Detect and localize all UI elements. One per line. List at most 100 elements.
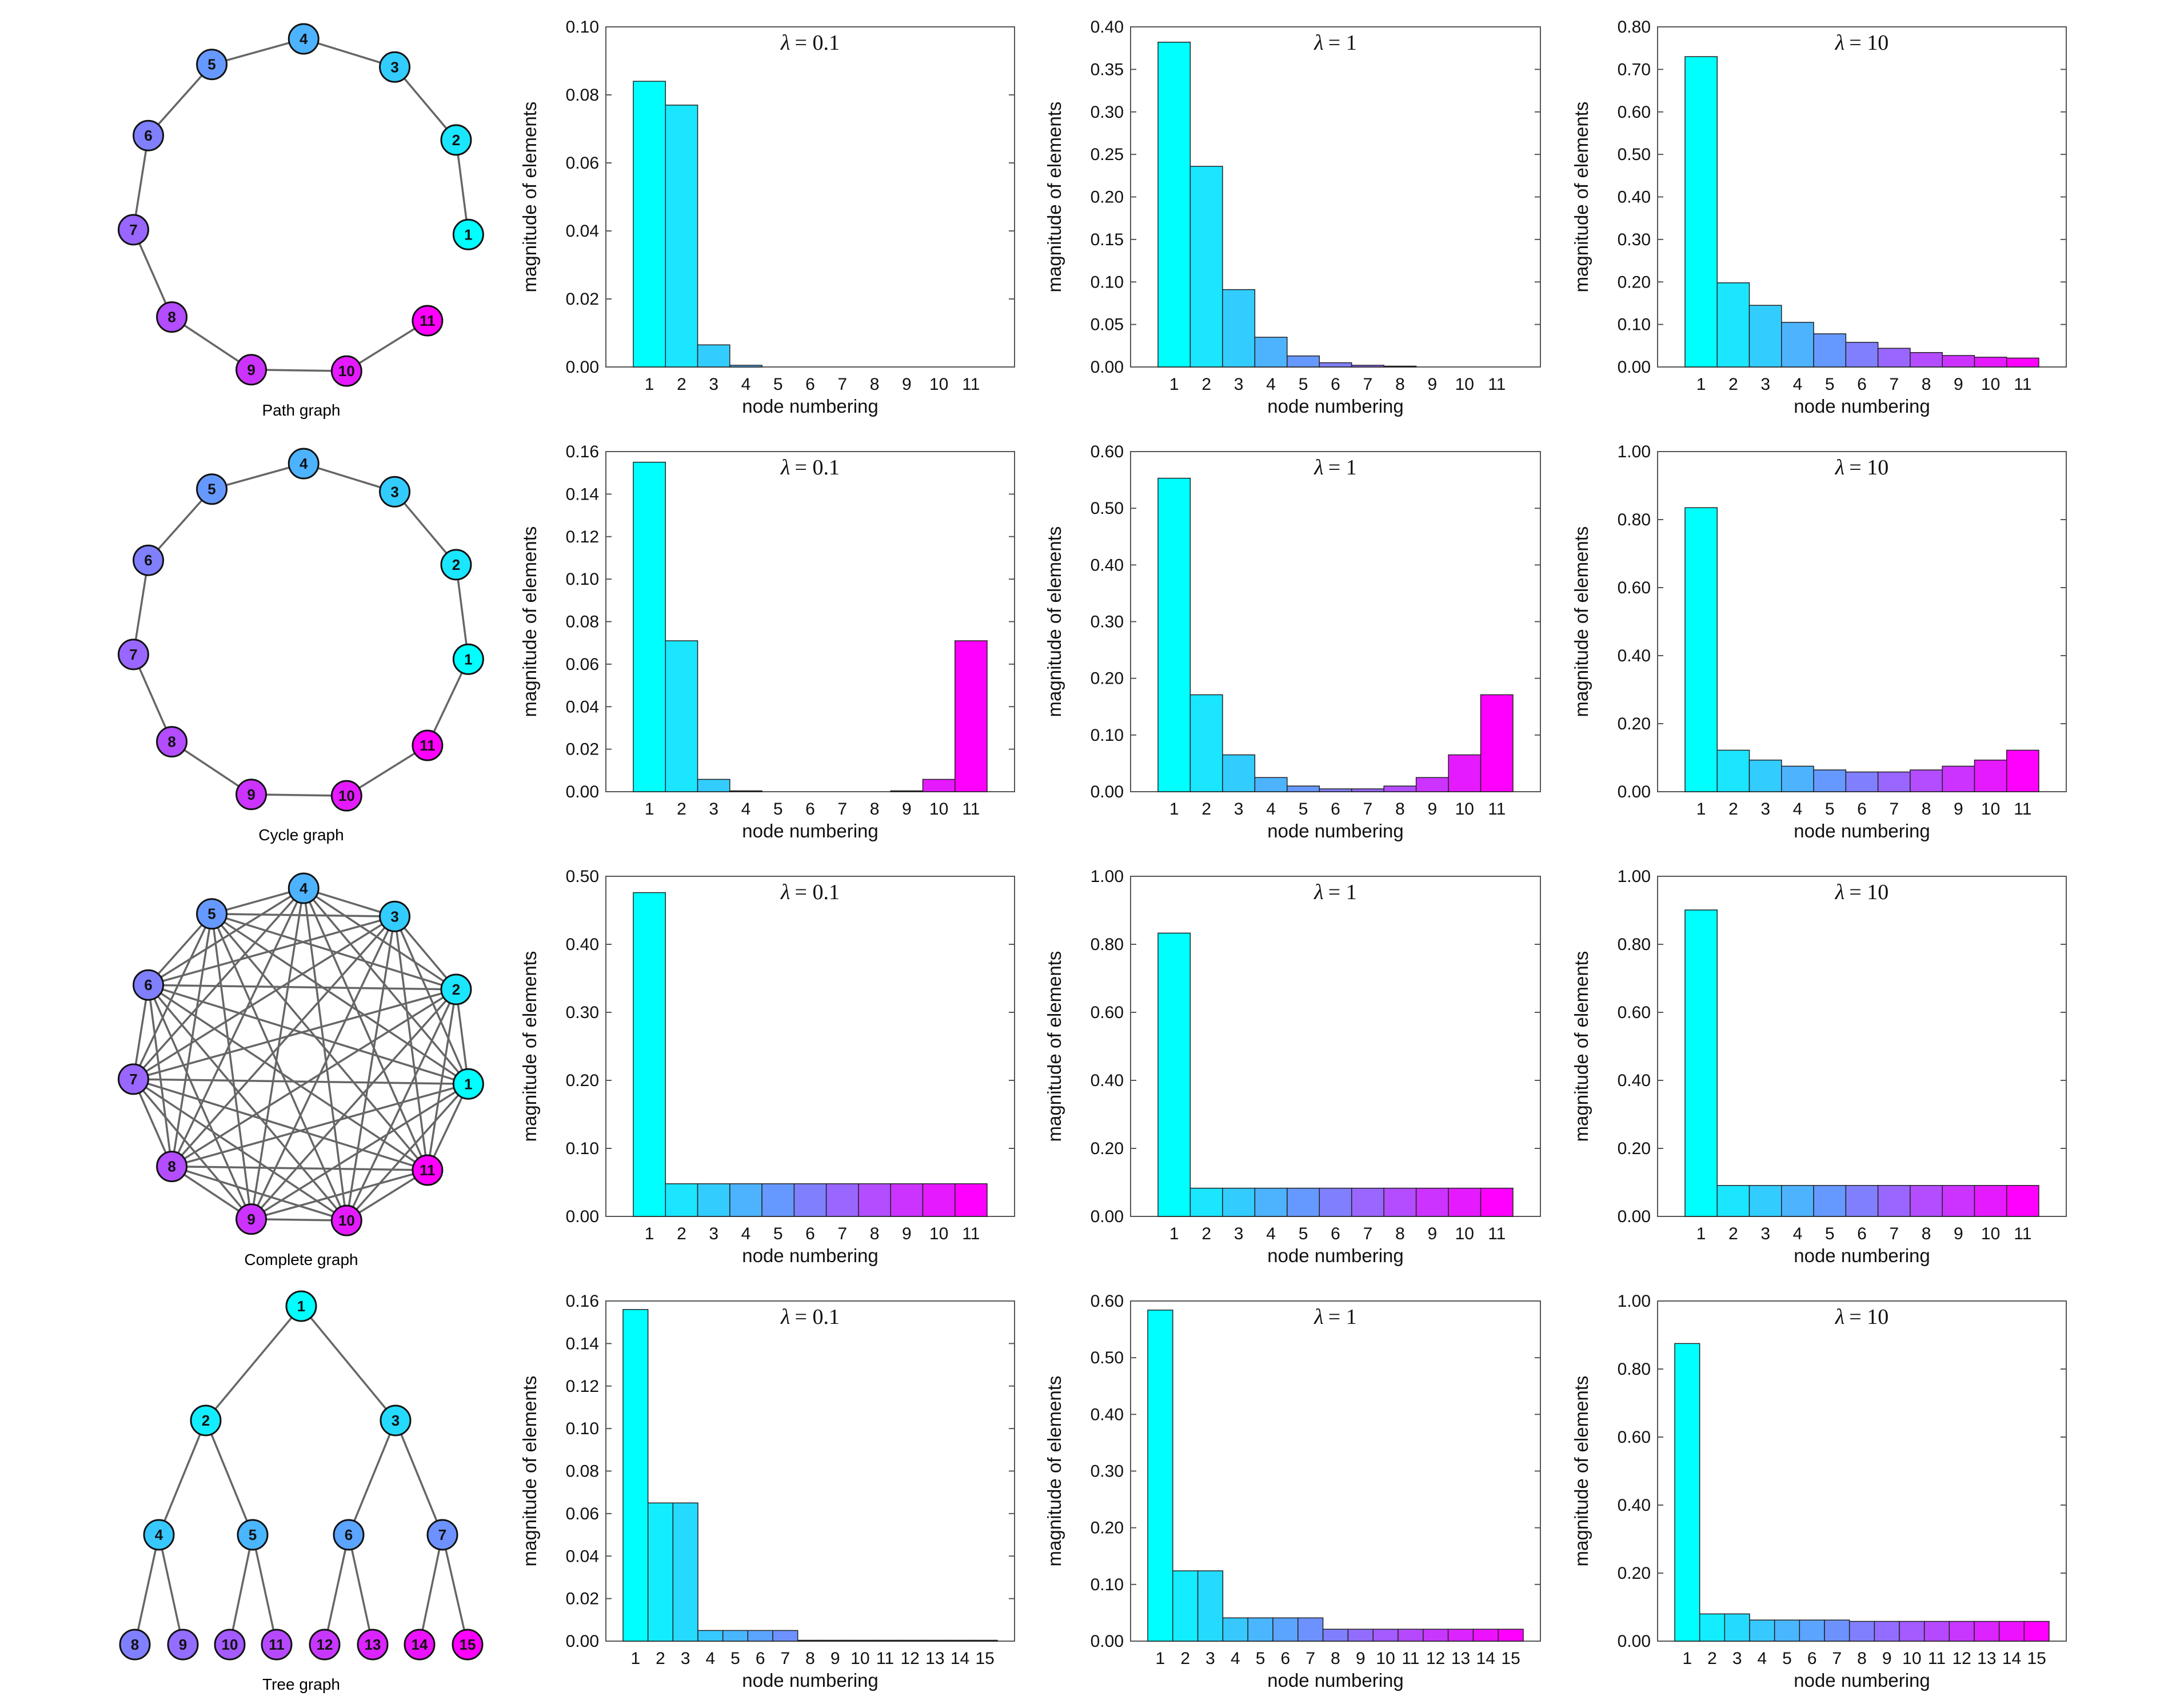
bar (1287, 355, 1320, 368)
bar (1287, 1187, 1320, 1217)
bar (1197, 1570, 1224, 1642)
y-tick-label: 0.40 (1091, 1071, 1124, 1090)
graph-edge (346, 1169, 428, 1222)
graph-node-label: 6 (345, 1526, 353, 1543)
bar (1781, 1185, 1814, 1217)
y-tick-label: 0.60 (1618, 578, 1651, 597)
x-tick-label: 7 (837, 1224, 847, 1243)
chart-title-var: λ (1313, 1305, 1323, 1329)
y-tick-label: 0.70 (1618, 60, 1651, 79)
bar (1813, 1185, 1847, 1217)
bar (1781, 322, 1814, 368)
graph-node-label: 2 (452, 556, 460, 573)
x-tick-label: 10 (929, 1224, 948, 1243)
y-tick-label: 0.08 (566, 86, 599, 105)
y-tick-label: 0.30 (566, 1003, 599, 1022)
graph-node (412, 305, 444, 337)
x-tick-label: 2 (677, 1224, 686, 1243)
x-tick-label: 6 (1281, 1649, 1291, 1668)
graph-edge (133, 887, 305, 1080)
y-tick-label: 0.20 (1618, 1139, 1651, 1158)
bar (1415, 1187, 1449, 1217)
bar (1383, 785, 1417, 792)
graph-node (379, 900, 411, 932)
graph-node (214, 1629, 246, 1661)
x-tick-label: 13 (925, 1649, 944, 1668)
bar (1247, 1617, 1273, 1642)
plot-frame (605, 876, 1015, 1217)
x-tick-label: 9 (1954, 800, 1963, 819)
graph-edge (346, 744, 428, 797)
x-tick-label: 9 (1428, 375, 1438, 394)
graph-node-label: 3 (390, 58, 398, 75)
y-axis-label: magnitude of elements (519, 526, 540, 717)
bar (1319, 1187, 1352, 1217)
graph-edge (158, 1420, 207, 1535)
bar (729, 790, 762, 792)
y-tick-label: 0.08 (566, 613, 599, 632)
x-tick-label: 3 (1760, 375, 1770, 394)
bar (1684, 56, 1718, 368)
bar (1910, 769, 1943, 792)
graph-edge (250, 1083, 469, 1220)
bar (1147, 1310, 1173, 1642)
bar (1716, 282, 1750, 368)
graph-edge (148, 984, 457, 991)
bar (1923, 1621, 1950, 1642)
bar (1383, 365, 1417, 368)
bar-chart: 0.00 0.20 0.40 0.60 0.80 1.00 1 2 3 4 5 6 7 8 9 10 11 nod… (1571, 442, 2067, 841)
y-tick-label: 0.20 (1091, 1139, 1124, 1158)
chart-title: λ = 1 (1313, 880, 1356, 904)
x-tick-label: 9 (1954, 1224, 1963, 1243)
graph-node-label: 3 (390, 483, 398, 500)
bar (1845, 342, 1879, 368)
graph-node (261, 1629, 293, 1661)
bar (1498, 1629, 1524, 1642)
plot-frame (1657, 451, 2067, 792)
chart-title: λ = 1 (1313, 1305, 1356, 1329)
x-tick-label: 1 (1169, 1224, 1179, 1243)
x-tick-label: 8 (870, 1224, 880, 1243)
graph-complete: 1 2 3 4 5 6 7 8 9 10 11 Complete graph (117, 872, 484, 1268)
x-tick-label: 7 (780, 1649, 790, 1668)
graph-edge (133, 1078, 469, 1086)
x-tick-label: 4 (1266, 1224, 1276, 1243)
x-axis-label: node numbering (1794, 1670, 1930, 1691)
chart-title: λ = 10 (1835, 880, 1888, 904)
x-tick-label: 10 (1376, 1649, 1395, 1668)
graph-edge (394, 1420, 444, 1535)
graph-edge (394, 491, 457, 566)
x-tick-label: 10 (1981, 1224, 2000, 1243)
graph-edge (455, 989, 470, 1084)
bar (1319, 788, 1352, 792)
bar (1942, 1185, 1975, 1217)
bar (1189, 1187, 1223, 1217)
bar (1949, 1621, 1975, 1642)
graph-node-label: 7 (438, 1526, 446, 1543)
graph-node (330, 355, 362, 387)
x-tick-label: 4 (1757, 1649, 1767, 1668)
x-tick-label: 4 (741, 375, 751, 394)
graph-node-label: 12 (317, 1636, 333, 1653)
x-tick-label: 2 (677, 800, 686, 819)
graph-edge (300, 1305, 397, 1422)
y-tick-label: 0.80 (1618, 510, 1651, 529)
graph-node (117, 638, 149, 671)
x-tick-label: 3 (1205, 1649, 1215, 1668)
bar-chart: 0.00 0.02 0.04 0.06 0.08 0.10 1 2 3 4 5 6 7 8 9 10 11 nod… (519, 18, 1015, 417)
graph-edge (132, 1079, 173, 1167)
x-tick-label: 6 (1331, 1224, 1340, 1243)
bar-chart: 0.00 0.20 0.40 0.60 0.80 1.00 1 2 3 4 5 6 7 8 9 10 11 nod… (1571, 867, 2067, 1266)
graph-edge (171, 741, 252, 796)
x-axis-label: node numbering (1794, 396, 1930, 417)
y-tick-label: 0.10 (1091, 1575, 1124, 1594)
graph-edge (147, 63, 213, 137)
x-tick-label: 7 (1363, 800, 1373, 819)
graph-node (288, 872, 320, 904)
graph-node-label: 10 (338, 787, 355, 804)
x-tick-label: 14 (951, 1649, 969, 1668)
bar (1824, 1619, 1850, 1642)
x-tick-label: 6 (1857, 375, 1867, 394)
x-tick-label: 2 (1201, 375, 1211, 394)
y-axis-label: magnitude of elements (1044, 1376, 1065, 1567)
